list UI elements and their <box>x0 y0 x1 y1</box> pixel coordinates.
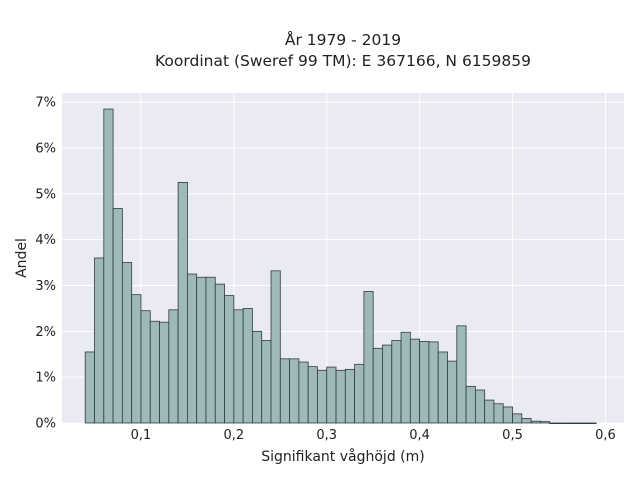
histogram-bar <box>214 283 225 424</box>
histogram-bar <box>456 325 467 424</box>
y-tick-label: 5% <box>35 187 56 202</box>
histogram-bar <box>447 360 458 424</box>
y-tick-label: 1% <box>35 371 56 386</box>
histogram-bar <box>409 338 421 424</box>
y-axis-label: Andel <box>14 238 30 278</box>
x-tick-label: 0,4 <box>409 428 430 443</box>
histogram-bar <box>177 181 188 424</box>
histogram-bar <box>112 208 123 424</box>
y-tick-label: 2% <box>35 325 56 340</box>
histogram-bar <box>233 309 244 424</box>
chart-title: År 1979 - 2019 <box>285 30 401 49</box>
histogram-bar <box>140 310 151 424</box>
histogram-bar <box>103 108 114 424</box>
histogram-bar <box>558 422 569 425</box>
histogram-bar <box>577 422 588 425</box>
histogram-bar <box>428 341 439 424</box>
histogram-bar <box>196 276 207 424</box>
histogram-bar <box>298 361 309 424</box>
histogram-bar <box>149 320 160 424</box>
histogram-bar <box>502 406 513 424</box>
histogram-bar <box>372 347 383 424</box>
y-tick-labels: 0% 1% 2% 3% 4% 5% 6% 7% <box>35 96 56 432</box>
histogram-bar <box>344 368 356 424</box>
histogram-bar <box>131 294 142 424</box>
histogram-bar <box>567 422 578 425</box>
histogram-bar <box>549 422 560 425</box>
histogram-bar <box>270 270 281 424</box>
x-tick-label: 0,5 <box>502 428 523 443</box>
histogram-bar <box>493 403 504 424</box>
histogram-bar <box>539 421 551 424</box>
histogram-bar <box>400 331 411 424</box>
x-axis-label: Signifikant våghöjd (m) <box>261 448 424 465</box>
histogram-bar <box>261 340 272 424</box>
histogram-bar <box>382 344 393 424</box>
histogram-bar <box>474 389 486 424</box>
y-tick-label: 7% <box>35 96 56 111</box>
histogram-bar <box>512 413 523 424</box>
histogram-bar <box>84 351 95 424</box>
histogram-bar <box>326 366 337 424</box>
histogram-bar <box>159 321 170 424</box>
histogram-bar <box>363 291 374 424</box>
y-tick-label: 4% <box>35 233 56 248</box>
histogram-bar <box>437 351 448 424</box>
histogram-bar <box>586 422 597 425</box>
x-tick-label: 0,6 <box>595 428 616 443</box>
x-tick-label: 0,2 <box>224 428 245 443</box>
histogram-bar <box>187 273 198 424</box>
histogram-bar <box>121 262 133 424</box>
histogram-bar <box>354 363 365 424</box>
histogram-bar <box>224 295 235 424</box>
histogram-bar <box>521 418 532 424</box>
histogram-bar <box>419 341 430 424</box>
chart-subtitle: Koordinat (Sweref 99 TM): E 367166, N 61… <box>155 52 531 70</box>
histogram-bar <box>94 257 105 424</box>
x-tick-labels: 0,1 0,2 0,3 0,4 0,5 0,6 <box>131 428 616 443</box>
histogram-bar <box>279 358 290 424</box>
x-tick-label: 0,3 <box>316 428 337 443</box>
histogram-bar <box>465 385 476 424</box>
y-tick-label: 0% <box>35 417 56 432</box>
histogram-bar <box>252 330 263 424</box>
histogram-bar <box>168 309 179 424</box>
histogram-bar <box>317 369 328 424</box>
histogram-bar <box>307 366 318 424</box>
histogram-bar <box>205 276 216 424</box>
histogram-bar <box>391 340 402 424</box>
y-tick-label: 3% <box>35 279 56 294</box>
y-tick-label: 6% <box>35 142 56 157</box>
histogram-bar <box>335 369 346 424</box>
histogram-bar <box>242 308 253 424</box>
histogram-bar <box>289 358 300 424</box>
x-tick-label: 0,1 <box>131 428 152 443</box>
histogram-bar <box>530 420 541 424</box>
bars <box>84 108 597 425</box>
histogram-bar <box>484 399 495 424</box>
